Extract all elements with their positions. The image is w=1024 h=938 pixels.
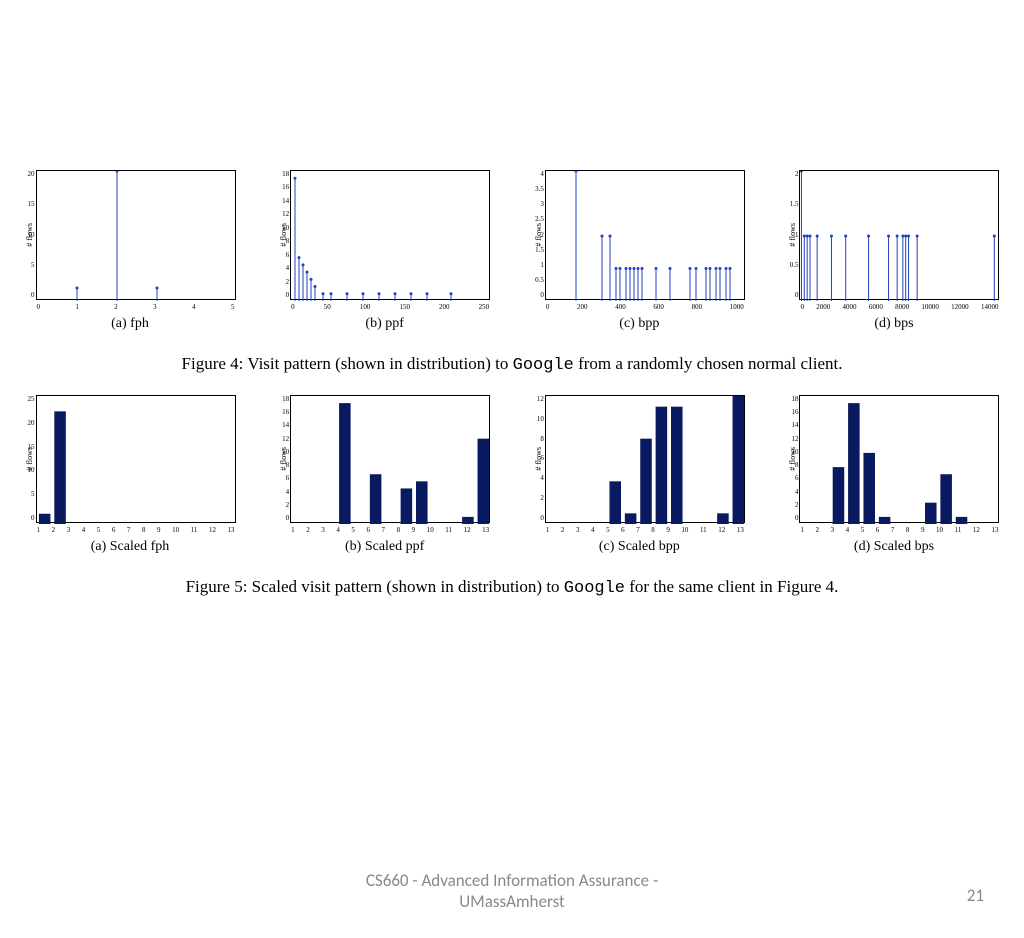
plot-area: 252015105012345678910111213: [36, 395, 236, 523]
figure5-caption: Figure 5: Scaled visit pattern (shown in…: [20, 577, 1004, 598]
subplot-label: (a) fph: [111, 316, 149, 332]
subplot-label: (d) bps: [874, 316, 913, 332]
footer-line1: CS660 - Advanced Information Assurance -: [366, 870, 658, 891]
fig5-caption-prefix: Figure 5: Scaled visit pattern (shown in…: [186, 577, 564, 596]
y-ticks: 181614121086420: [780, 396, 798, 522]
chart-wrap: # flows252015105012345678910111213: [25, 395, 236, 523]
subplot-label: (c) Scaled bpp: [599, 539, 680, 555]
chart-svg: [800, 396, 1000, 524]
plot-area: 21.510.500200040006000800010000120001400…: [799, 170, 999, 300]
y-ticks: 2520151050: [17, 396, 35, 522]
figure4-row: # flows20151050012345 (a) fph # flows18161…: [20, 170, 1004, 332]
x-ticks: 12345678910111213: [800, 526, 998, 534]
y-ticks: 181614121086420: [271, 171, 289, 299]
slide: # flows20151050012345 (a) fph # flows18161…: [0, 170, 1024, 598]
chart-panel: # flows12108642012345678910111213 (c) Sca…: [529, 395, 749, 555]
chart-svg: [291, 396, 491, 524]
chart-wrap: # flows181614121086420050100150200250: [279, 170, 490, 300]
y-ticks: 20151050: [17, 171, 35, 299]
x-ticks: 050100150200250: [291, 303, 489, 311]
subplot-label: (a) Scaled fph: [91, 539, 170, 555]
figure5-row: # flows252015105012345678910111213 (a) Sc…: [20, 395, 1004, 555]
chart-wrap: # flows20151050012345: [25, 170, 236, 300]
chart-panel: # flows21.510.50020004000600080001000012…: [784, 170, 1004, 332]
fig4-caption-mono: Google: [513, 356, 574, 375]
plot-area: 181614121086420050100150200250: [290, 170, 490, 300]
chart-panel: # flows181614121086420050100150200250 (b)…: [275, 170, 495, 332]
x-ticks: 12345678910111213: [546, 526, 744, 534]
x-ticks: 012345: [37, 303, 235, 311]
chart-panel: # flows43.532.521.510.500200400600800100…: [529, 170, 749, 332]
x-ticks: 02004006008001000: [546, 303, 744, 311]
chart-wrap: # flows21.510.50020004000600080001000012…: [788, 170, 999, 300]
chart-panel: # flows18161412108642012345678910111213 (…: [275, 395, 495, 555]
chart-svg: [800, 171, 1000, 301]
page-number: 21: [967, 885, 984, 906]
fig5-caption-mono: Google: [564, 579, 625, 598]
chart-wrap: # flows18161412108642012345678910111213: [279, 395, 490, 523]
plot-area: 12108642012345678910111213: [545, 395, 745, 523]
plot-area: 43.532.521.510.5002004006008001000: [545, 170, 745, 300]
figure4-caption: Figure 4: Visit pattern (shown in distri…: [20, 354, 1004, 375]
chart-wrap: # flows18161412108642012345678910111213: [788, 395, 999, 523]
plot-area: 18161412108642012345678910111213: [290, 395, 490, 523]
chart-panel: # flows252015105012345678910111213 (a) Sc…: [20, 395, 240, 555]
y-ticks: 121086420: [526, 396, 544, 522]
subplot-label: (c) bpp: [619, 316, 659, 332]
subplot-label: (b) Scaled ppf: [345, 539, 424, 555]
chart-svg: [546, 396, 746, 524]
footer: CS660 - Advanced Information Assurance -…: [0, 870, 1024, 912]
chart-panel: # flows20151050012345 (a) fph: [20, 170, 240, 332]
fig5-caption-suffix: for the same client in Figure 4.: [625, 577, 838, 596]
footer-line2: UMassAmherst: [366, 891, 658, 912]
chart-wrap: # flows12108642012345678910111213: [534, 395, 745, 523]
subplot-label: (b) ppf: [365, 316, 404, 332]
fig4-caption-prefix: Figure 4: Visit pattern (shown in distri…: [182, 354, 513, 373]
chart-svg: [291, 171, 491, 301]
plot-area: 20151050012345: [36, 170, 236, 300]
chart-svg: [546, 171, 746, 301]
x-ticks: 12345678910111213: [291, 526, 489, 534]
x-ticks: 12345678910111213: [37, 526, 235, 534]
y-ticks: 21.510.50: [780, 171, 798, 299]
chart-svg: [37, 171, 237, 301]
fig4-caption-suffix: from a randomly chosen normal client.: [574, 354, 843, 373]
y-ticks: 43.532.521.510.50: [526, 171, 544, 299]
y-ticks: 181614121086420: [271, 396, 289, 522]
plot-area: 18161412108642012345678910111213: [799, 395, 999, 523]
chart-svg: [37, 396, 237, 524]
x-ticks: 02000400060008000100001200014000: [800, 303, 998, 311]
chart-panel: # flows18161412108642012345678910111213 (…: [784, 395, 1004, 555]
chart-wrap: # flows43.532.521.510.500200400600800100…: [534, 170, 745, 300]
subplot-label: (d) Scaled bps: [854, 539, 934, 555]
